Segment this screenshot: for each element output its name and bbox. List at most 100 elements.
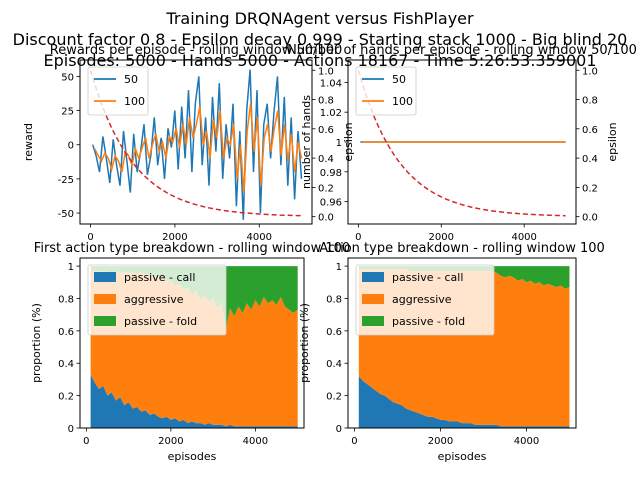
x-tick-label: 2000 <box>162 232 187 243</box>
chart-panel-3: 0 2000 4000 0 0.2 0.4 0.6 0.8 1 First action type… <box>30 241 350 463</box>
legend: passive - call aggressive passive - fold <box>355 264 495 336</box>
chart-title: Rewards per episode - rolling window 50/… <box>50 43 343 58</box>
y-tick-label: 1 <box>68 262 74 273</box>
x-tick-label: 2000 <box>429 232 454 243</box>
plot-frame <box>347 257 577 429</box>
legend-label: aggressive <box>124 293 184 306</box>
x-tick-label: 0 <box>355 232 361 243</box>
area-series-passive-fold <box>358 266 570 289</box>
right-y-tick-label: 0.6 <box>318 125 334 136</box>
y-tick-label: 0.98 <box>320 168 342 179</box>
y-tick-label: -50 <box>58 209 74 220</box>
right-y-tick-label: 0.8 <box>582 96 598 107</box>
y-tick-label: 1.02 <box>320 108 342 119</box>
legend-swatch <box>362 316 384 326</box>
y-tick-label: 0.8 <box>58 294 74 305</box>
right-y-tick-label: 1.0 <box>582 66 598 77</box>
right-y-tick-label: 0.0 <box>318 213 334 224</box>
y-tick-label: 1 <box>336 262 342 273</box>
y-tick-label: 1 <box>336 138 342 149</box>
right-y-tick-label: 0.8 <box>318 96 334 107</box>
y-tick-label: 0.6 <box>326 327 342 338</box>
x-tick-label: 2000 <box>158 436 183 447</box>
y-axis-label: proportion (%) <box>298 303 311 383</box>
right-y-tick-label: 0.4 <box>318 154 334 165</box>
chart-panel-1: 0 2000 4000-50-25025500.00.20.40.60.81.0ep… <box>22 43 355 243</box>
epsilon-dashed-line <box>89 70 302 217</box>
x-tick-label: 2000 <box>428 436 453 447</box>
y-tick-label: 0 <box>68 141 74 152</box>
area-series-passive-call <box>358 376 570 428</box>
x-axis-label: episodes <box>438 450 487 463</box>
y-axis-label: reward <box>22 123 35 161</box>
y-tick-label: 0 <box>68 424 74 435</box>
right-y-tick-label: 1.0 <box>318 66 334 77</box>
epsilon-dashed-line <box>357 70 566 217</box>
y-axis-label: proportion (%) <box>30 303 43 383</box>
figure-suptitle: Training DRQNAgent versus FishPlayer Dis… <box>13 9 628 70</box>
legend-swatch <box>362 294 384 304</box>
x-tick-label: 0 <box>351 436 357 447</box>
x-tick-label: 0 <box>87 232 93 243</box>
legend-label: 50 <box>124 73 138 86</box>
legend-label: aggressive <box>392 293 452 306</box>
area-series-passive-call <box>90 374 298 428</box>
legend-label: 100 <box>392 95 413 108</box>
y-tick-label: 50 <box>61 72 74 83</box>
plot-area <box>89 69 303 220</box>
y-tick-label: -25 <box>58 175 74 186</box>
chart-panel-2: 0 2000 4000 0.96 0.98 1 1.02 1.04 0.0 0.2 0.4 0.6 0.… <box>287 43 637 243</box>
right-y-tick-label: 0.2 <box>582 183 598 194</box>
y-tick-label: 0.2 <box>326 392 342 403</box>
y-tick-label: 0 <box>336 424 342 435</box>
legend-swatch <box>362 272 384 282</box>
right-axis-label: epsilon <box>606 122 619 161</box>
plot-area <box>357 70 566 217</box>
legend: 50 100 <box>87 66 149 116</box>
suptitle-line-1: Training DRQNAgent versus FishPlayer <box>165 9 474 28</box>
x-tick-label: 4000 <box>247 232 272 243</box>
line-series-50 <box>91 69 303 220</box>
legend-swatch <box>94 294 116 304</box>
legend-label: passive - call <box>124 271 195 284</box>
legend-label: passive - fold <box>392 315 465 328</box>
x-tick-label: 4000 <box>514 436 539 447</box>
y-tick-label: 0.4 <box>326 359 342 370</box>
y-tick-label: 0.4 <box>58 359 74 370</box>
x-tick-label: 4000 <box>511 232 536 243</box>
legend: passive - call aggressive passive - fold <box>87 264 227 336</box>
chart-title: First action type breakdown - rolling wi… <box>34 241 350 256</box>
legend-label: 100 <box>124 95 145 108</box>
y-tick-label: 0.2 <box>58 392 74 403</box>
plot-frame <box>79 59 313 225</box>
legend-swatch <box>94 316 116 326</box>
legend-box <box>87 264 227 336</box>
suptitle-line-3: Episodes: 5000 - Hands 5000 - Actions 18… <box>44 51 597 70</box>
y-tick-label: 25 <box>61 107 74 118</box>
chart-title: Action type breakdown - rolling window 1… <box>319 241 605 256</box>
area-series-passive-fold <box>90 266 298 330</box>
legend-box <box>355 264 495 336</box>
legend-label: 50 <box>392 73 406 86</box>
x-axis-label: episodes <box>168 450 217 463</box>
right-y-tick-label: 0.6 <box>582 125 598 136</box>
legend-swatch <box>94 272 116 282</box>
y-tick-label: 0.6 <box>58 327 74 338</box>
y-tick-label: 1.04 <box>320 78 342 89</box>
y-axis-label: number of hands <box>300 95 313 189</box>
y-tick-label: 0.96 <box>320 198 342 209</box>
legend-label: passive - fold <box>124 315 197 328</box>
right-y-tick-label: 0.4 <box>582 154 598 165</box>
suptitle-line-2: Discount factor 0.8 - Epsilon decay 0.99… <box>13 30 628 49</box>
chart-title: Number of hands per episode - rolling wi… <box>287 43 637 58</box>
legend: 50 100 <box>355 66 417 116</box>
chart-panel-4: 0 2000 4000 0 0.2 0.4 0.6 0.8 1 Action type break… <box>298 241 605 463</box>
right-y-tick-label: 0.2 <box>318 183 334 194</box>
legend-label: passive - call <box>392 271 463 284</box>
x-tick-label: 4000 <box>243 436 268 447</box>
line-series-100 <box>94 103 303 193</box>
right-y-tick-label: 0.0 <box>582 213 598 224</box>
plot-frame <box>79 257 305 429</box>
y-tick-label: 0.8 <box>326 294 342 305</box>
